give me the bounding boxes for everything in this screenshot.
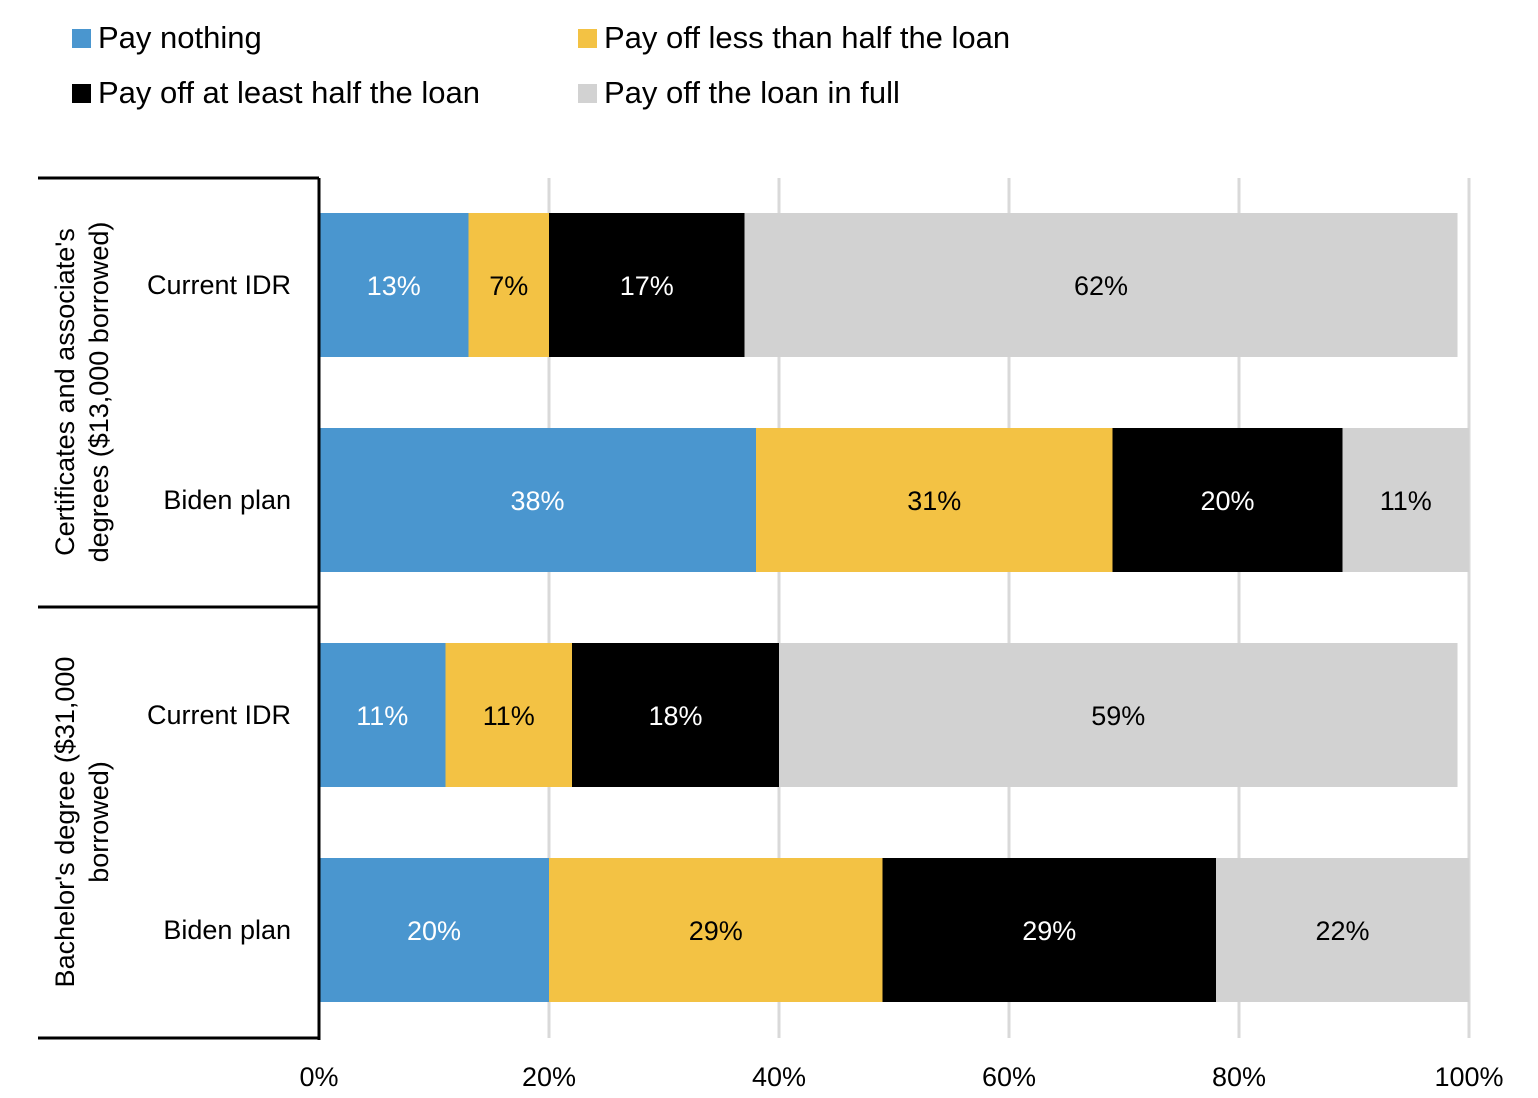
bar-segment	[549, 213, 745, 357]
data-label: 7%	[489, 271, 528, 301]
legend-label: Pay off the loan in full	[604, 75, 900, 110]
legend-label: Pay off at least half the loan	[98, 75, 481, 110]
data-label: 18%	[648, 701, 702, 731]
row-label: Biden plan	[163, 485, 291, 515]
group-label: Certificates and associate's degrees ($13…	[50, 222, 114, 563]
bar-segment	[319, 428, 756, 572]
bar-segment	[882, 858, 1216, 1002]
data-label: 22%	[1315, 916, 1369, 946]
bar-segment	[756, 428, 1113, 572]
legend-swatch	[72, 83, 91, 103]
group-label-line: Bachelor's degree ($31,000	[50, 657, 80, 988]
data-label: 11%	[483, 701, 535, 731]
group-label-line: Certificates and associate's	[50, 228, 80, 556]
row-label: Current IDR	[147, 700, 291, 730]
data-label: 20%	[1200, 486, 1254, 516]
group-label: Bachelor's degree ($31,000 borrowed)	[50, 657, 114, 988]
bar-segment	[468, 213, 549, 357]
x-tick-label: 100%	[1434, 1062, 1503, 1092]
data-label: 29%	[689, 916, 743, 946]
data-label: 62%	[1074, 271, 1128, 301]
group-label-line: degrees ($13,000 borrowed)	[84, 222, 114, 563]
row-label: Current IDR	[147, 270, 291, 300]
data-label: 29%	[1022, 916, 1076, 946]
legend-label: Pay off less than half the loan	[604, 20, 1011, 55]
bar-segment	[319, 213, 469, 357]
bar-segment	[319, 858, 549, 1002]
group-label-line: borrowed)	[84, 761, 114, 883]
legend-item: Pay off less than half the loan	[578, 20, 1010, 56]
bar-segment	[572, 643, 779, 787]
x-tick-label: 40%	[752, 1062, 806, 1092]
x-tick-label: 0%	[299, 1062, 338, 1092]
data-label: 11%	[1380, 486, 1432, 516]
data-label: 20%	[407, 916, 461, 946]
legend-item: Pay off at least half the loan	[72, 75, 480, 111]
bar-segment	[549, 858, 883, 1002]
legend-swatch	[578, 28, 597, 48]
x-tick-label: 80%	[1212, 1062, 1266, 1092]
legend-swatch	[72, 28, 91, 48]
row-label: Biden plan	[163, 915, 291, 945]
x-tick-label: 20%	[522, 1062, 576, 1092]
legend-label: Pay nothing	[98, 20, 262, 55]
bar-segment	[1112, 428, 1343, 572]
bar-segment	[1342, 428, 1469, 572]
bar-segment	[319, 643, 446, 787]
bar-segment	[779, 643, 1458, 787]
data-label: 59%	[1091, 701, 1145, 731]
data-label: 13%	[367, 271, 421, 301]
legend-item: Pay off the loan in full	[578, 75, 900, 111]
data-label: 17%	[620, 271, 674, 301]
x-tick-label: 60%	[982, 1062, 1036, 1092]
legend-swatch	[578, 83, 597, 103]
bar-segment	[1216, 858, 1469, 1002]
data-label: 11%	[356, 701, 408, 731]
data-label: 38%	[510, 486, 564, 516]
bar-segment	[744, 213, 1458, 357]
data-label: 31%	[907, 486, 961, 516]
legend-item: Pay nothing	[72, 20, 262, 56]
bar-segment	[445, 643, 572, 787]
